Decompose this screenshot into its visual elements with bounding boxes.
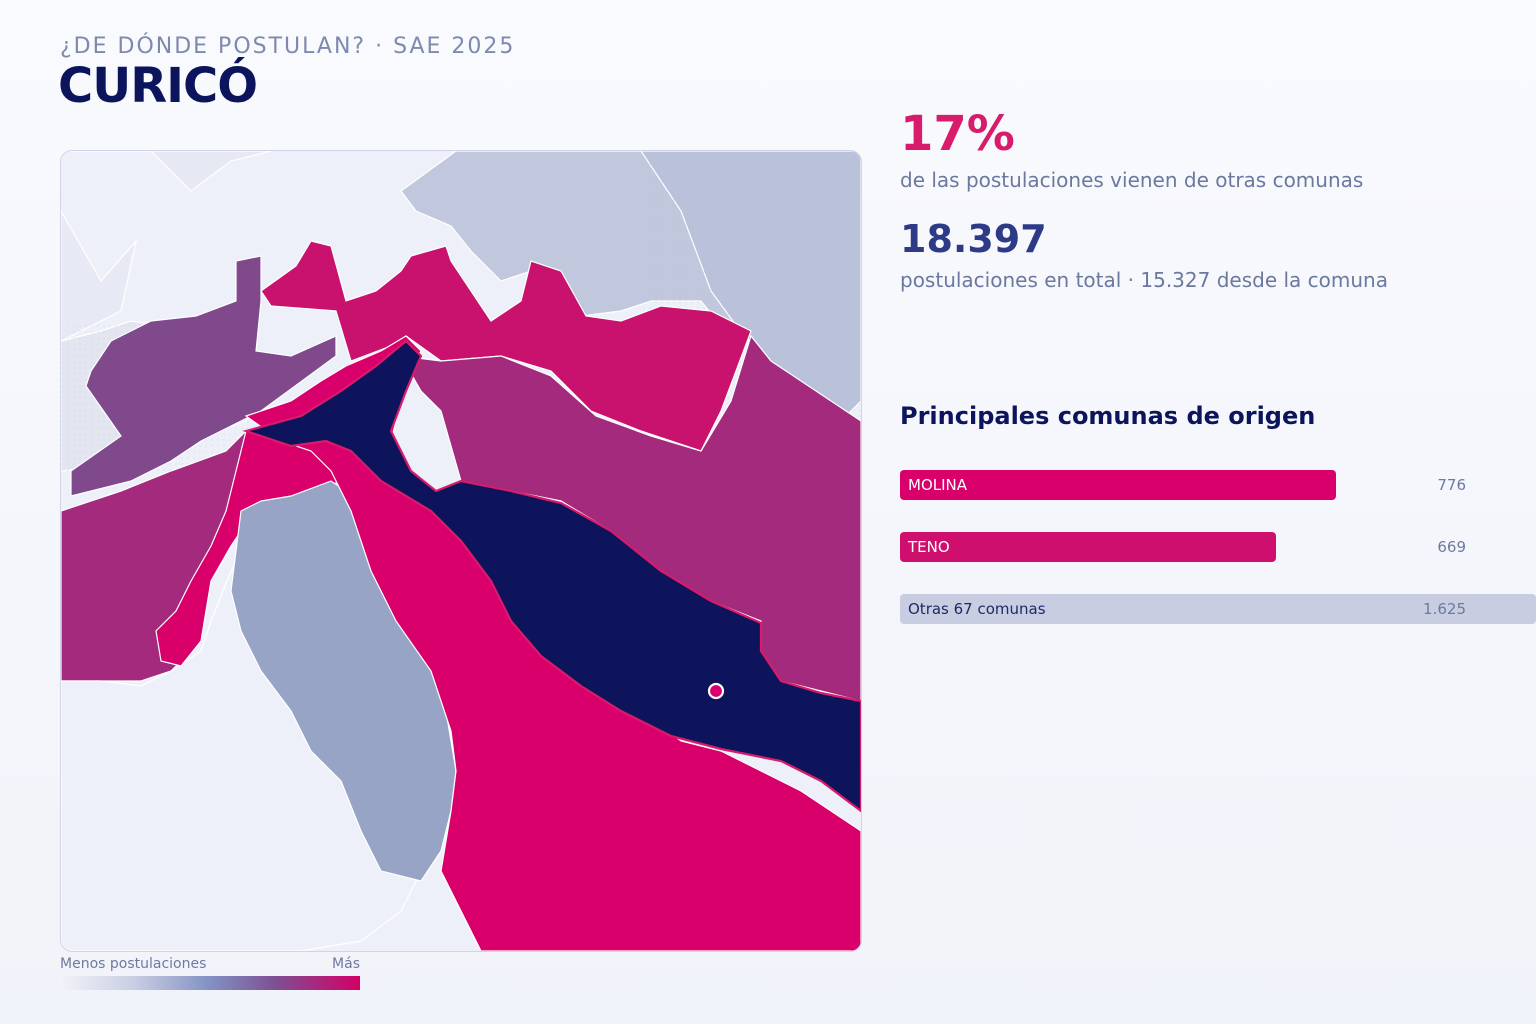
location-dot-icon	[707, 682, 725, 700]
commune-sagrada-familia[interactable]	[260, 240, 752, 452]
legend-high-label: Más	[332, 956, 360, 972]
origin-row-molina: MOLINA 776	[900, 470, 1536, 500]
legend-gradient	[60, 976, 360, 990]
page-title: CURICÓ	[58, 58, 258, 114]
external-description: de las postulaciones vienen de otras com…	[900, 168, 1364, 192]
origin-value-others: 1.625	[1423, 600, 1466, 618]
origin-bar-teno	[900, 532, 1276, 562]
origin-value-molina: 776	[1437, 476, 1466, 494]
origin-label-others: Otras 67 comunas	[908, 600, 1046, 618]
origin-row-others: Otras 67 comunas 1.625	[900, 594, 1536, 624]
legend-low-label: Menos postulaciones	[60, 956, 207, 972]
map-panel	[60, 150, 862, 952]
external-percentage: 17%	[900, 106, 1015, 162]
origin-bar-others	[900, 594, 1536, 624]
stats-panel: 17% de las postulaciones vienen de otras…	[900, 100, 1536, 292]
origin-bar-molina	[900, 470, 1336, 500]
origins-title: Principales comunas de origen	[900, 402, 1316, 430]
commune-curico-selected[interactable]	[242, 339, 861, 813]
total-description: postulaciones en total · 15.327 desde la…	[900, 268, 1388, 292]
commune-west-coast[interactable]	[61, 209, 138, 342]
origin-label-teno: TENO	[908, 538, 950, 556]
commune-map	[61, 151, 861, 951]
map-legend: Menos postulaciones Más	[60, 956, 360, 990]
origin-value-teno: 669	[1437, 538, 1466, 556]
origin-label-molina: MOLINA	[908, 476, 968, 494]
commune-north-left[interactable]	[61, 151, 272, 192]
total-applications: 18.397	[900, 217, 1047, 261]
origin-row-teno: TENO 669	[900, 532, 1536, 562]
commune-hualane[interactable]	[70, 255, 337, 497]
page-kicker: ¿DE DÓNDE POSTULAN? · SAE 2025	[60, 34, 516, 59]
